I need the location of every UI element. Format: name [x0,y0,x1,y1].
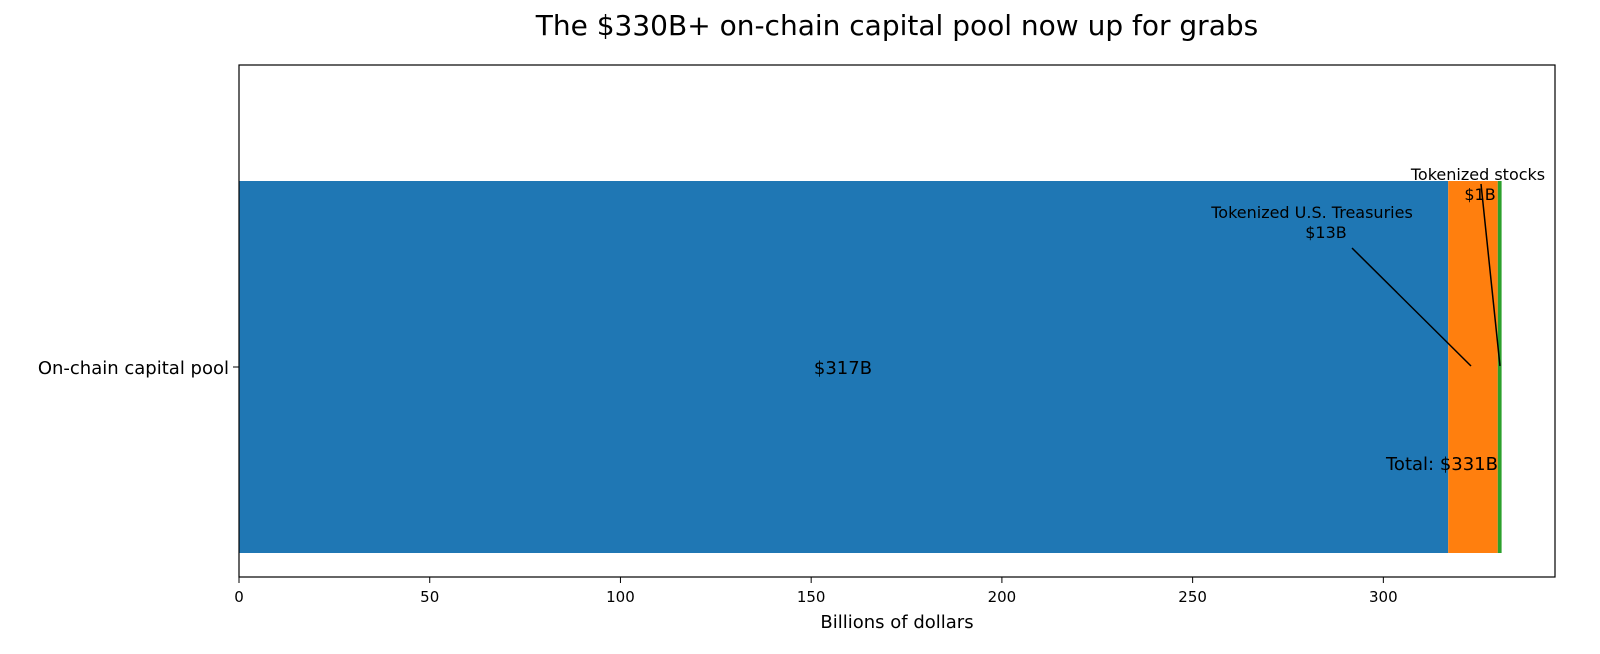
treasuries-annotation-line [1351,247,1472,367]
stocks-annotation-value: $1B [1464,185,1495,204]
x-axis-label: Billions of dollars [820,612,973,633]
x-tick-label: 150 [797,588,826,606]
x-tick-label: 300 [1369,588,1398,606]
bar-segment-1 [1448,181,1498,553]
bar-segment-2 [1497,181,1502,553]
x-tick-label: 200 [988,588,1017,606]
stocks-annotation-name: Tokenized stocks [1410,165,1545,184]
plot-frame [238,64,1556,578]
total-label: Total: $331B [1385,454,1498,475]
x-tick-label: 50 [420,588,439,606]
x-tick-label: 250 [1178,588,1207,606]
bar-segment-0 [239,181,1449,553]
treasuries-annotation-value: $13B [1305,223,1347,242]
y-tick-label: On-chain capital pool [38,358,229,379]
blue-bar-label: $317B [814,358,872,379]
x-tick-label: 100 [606,588,635,606]
treasuries-annotation-name: Tokenized U.S. Treasuries [1210,203,1413,222]
stocks-annotation-line [1480,183,1501,367]
chart-title: The $330B+ on-chain capital pool now up … [535,9,1258,42]
x-tick-label: 0 [234,588,244,606]
